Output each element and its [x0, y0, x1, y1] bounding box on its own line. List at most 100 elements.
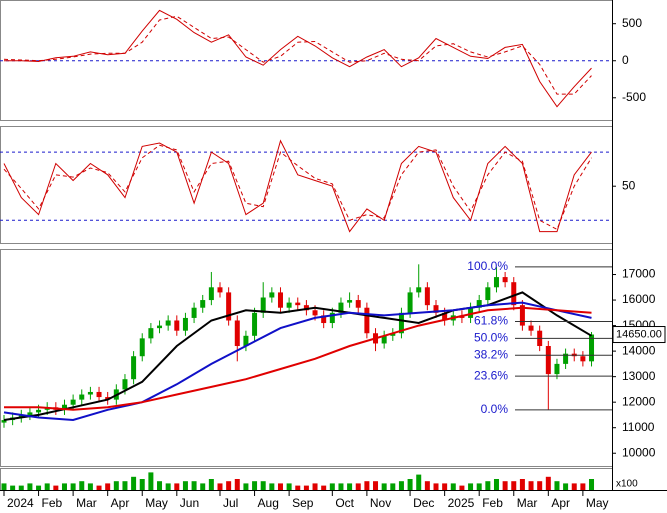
candle-body	[416, 287, 422, 293]
indicator-line	[3, 139, 592, 233]
candle-body	[390, 333, 396, 336]
volume-bar	[390, 483, 396, 490]
x-tick-label: Mar	[76, 496, 97, 510]
volume-bar	[36, 485, 42, 490]
volume-bar	[191, 481, 197, 490]
fib-label: 23.6%	[474, 368, 508, 382]
volume-bar	[329, 483, 335, 490]
candle-body	[191, 307, 197, 318]
volume-bar	[234, 479, 240, 490]
volume-bar	[286, 483, 292, 490]
candle-body	[105, 397, 111, 400]
volume-bar	[355, 483, 361, 490]
volume-bar	[450, 483, 456, 490]
candle-body	[165, 320, 171, 326]
volume-bar	[303, 485, 309, 490]
candle-body	[70, 399, 76, 405]
volume-bar	[554, 481, 560, 490]
candle-body	[1, 420, 7, 423]
volume-bar	[174, 483, 180, 490]
volume-bar	[563, 483, 569, 490]
candle-body	[519, 305, 525, 326]
volume-bar	[545, 476, 551, 490]
volume-bar	[157, 481, 163, 490]
volume-bar	[476, 483, 482, 490]
candle-body	[347, 300, 353, 303]
x-tick-label: Mar	[517, 496, 538, 510]
x-tick-label: Feb	[482, 496, 503, 510]
x-tick-label: Apr	[551, 496, 570, 510]
y-tick-label: 50	[622, 178, 636, 192]
volume-bar	[1, 483, 7, 490]
candle-body	[303, 305, 309, 311]
volume-bar	[18, 485, 24, 490]
volume-bar	[416, 474, 422, 490]
volume-bar	[87, 483, 93, 490]
volume-bar	[131, 476, 137, 490]
volume-bar	[105, 483, 111, 490]
volume-bar	[321, 485, 327, 490]
volume-bar	[364, 481, 370, 490]
y-tick-label: 0	[622, 53, 629, 67]
volume-bar	[226, 481, 232, 490]
volume-bar	[537, 481, 543, 490]
x-tick-label: Dec	[413, 496, 434, 510]
candle-body	[208, 287, 214, 301]
candle-body	[381, 335, 387, 344]
moving-average	[3, 301, 592, 422]
y-tick-label: 12000	[622, 394, 656, 408]
candle-body	[580, 356, 586, 362]
candle-body	[554, 363, 560, 375]
price-panel	[0, 249, 613, 467]
candle-body	[226, 292, 232, 321]
candle-body	[200, 300, 206, 308]
candle-body	[96, 391, 102, 398]
stochastic-panel	[0, 126, 613, 244]
volume-bar	[113, 481, 119, 490]
volume-bar	[217, 483, 223, 490]
candle-body	[364, 307, 370, 334]
x-tick-label: 2025	[448, 496, 475, 510]
volume-bar	[442, 483, 448, 490]
volume-bar	[277, 483, 283, 490]
candle-body	[148, 328, 154, 339]
candle-body	[511, 282, 517, 306]
x-tick-label: May	[145, 496, 168, 510]
y-tick-label: 500	[622, 16, 642, 30]
candle-body	[545, 346, 551, 375]
volume-bar	[485, 481, 491, 490]
volume-bar	[295, 485, 301, 490]
fib-label: 100.0%	[467, 259, 508, 273]
candle-body	[157, 325, 163, 329]
candle-body	[476, 300, 482, 308]
volume-bar	[79, 481, 85, 490]
x-tick-label: May	[586, 496, 609, 510]
x-tick-label: 2024	[7, 496, 34, 510]
volume-bar	[312, 483, 318, 490]
candle-body	[122, 379, 128, 390]
candle-body	[338, 302, 344, 313]
candle-body	[329, 312, 335, 324]
candle-body	[131, 356, 137, 380]
candle-body	[182, 317, 188, 331]
x-tick-label: Jun	[180, 496, 199, 510]
fib-label: 61.8%	[474, 314, 508, 328]
volume-bar	[468, 483, 474, 490]
candle-body	[269, 292, 275, 298]
x-tick-label: Apr	[111, 496, 130, 510]
moving-average	[4, 306, 592, 411]
volume-bar	[338, 483, 344, 490]
fib-label: 50.0%	[474, 331, 508, 345]
volume-bar	[580, 483, 586, 490]
candle-body	[398, 312, 404, 334]
candle-body	[87, 391, 93, 395]
candle-body	[295, 302, 301, 306]
candle-body	[493, 277, 499, 288]
volume-bar	[165, 483, 171, 490]
indicator-line	[4, 9, 592, 108]
last-price-label: 14650.00	[616, 328, 662, 340]
x-tick-label: Feb	[42, 496, 63, 510]
candle-body	[442, 312, 448, 321]
volume-bar	[139, 479, 145, 490]
